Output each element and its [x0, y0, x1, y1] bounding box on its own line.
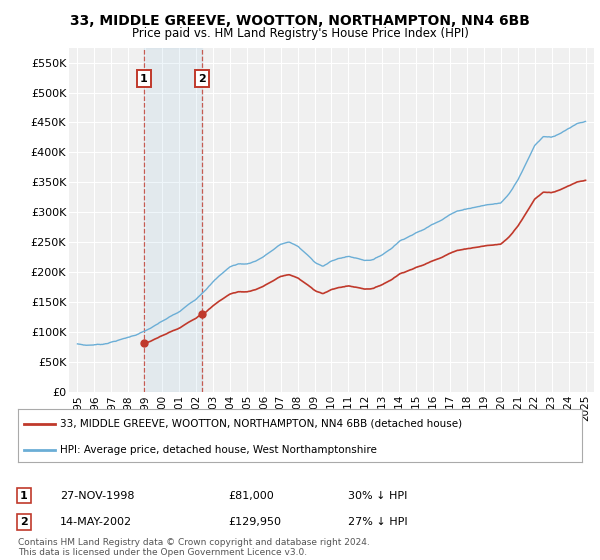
Bar	[143, 48, 202, 392]
Text: 27% ↓ HPI: 27% ↓ HPI	[348, 517, 407, 527]
Text: £81,000: £81,000	[228, 491, 274, 501]
Text: 33, MIDDLE GREEVE, WOOTTON, NORTHAMPTON, NN4 6BB (detached house): 33, MIDDLE GREEVE, WOOTTON, NORTHAMPTON,…	[60, 419, 463, 429]
Text: 14-MAY-2002: 14-MAY-2002	[60, 517, 132, 527]
Text: 1: 1	[140, 73, 148, 83]
Text: 33, MIDDLE GREEVE, WOOTTON, NORTHAMPTON, NN4 6BB: 33, MIDDLE GREEVE, WOOTTON, NORTHAMPTON,…	[70, 14, 530, 28]
Text: 1: 1	[20, 491, 28, 501]
Text: £129,950: £129,950	[228, 517, 281, 527]
Text: HPI: Average price, detached house, West Northamptonshire: HPI: Average price, detached house, West…	[60, 445, 377, 455]
Text: 27-NOV-1998: 27-NOV-1998	[60, 491, 134, 501]
Text: Contains HM Land Registry data © Crown copyright and database right 2024.
This d: Contains HM Land Registry data © Crown c…	[18, 538, 370, 557]
Text: 30% ↓ HPI: 30% ↓ HPI	[348, 491, 407, 501]
Text: Price paid vs. HM Land Registry's House Price Index (HPI): Price paid vs. HM Land Registry's House …	[131, 27, 469, 40]
Text: 2: 2	[20, 517, 28, 527]
Text: 2: 2	[199, 73, 206, 83]
